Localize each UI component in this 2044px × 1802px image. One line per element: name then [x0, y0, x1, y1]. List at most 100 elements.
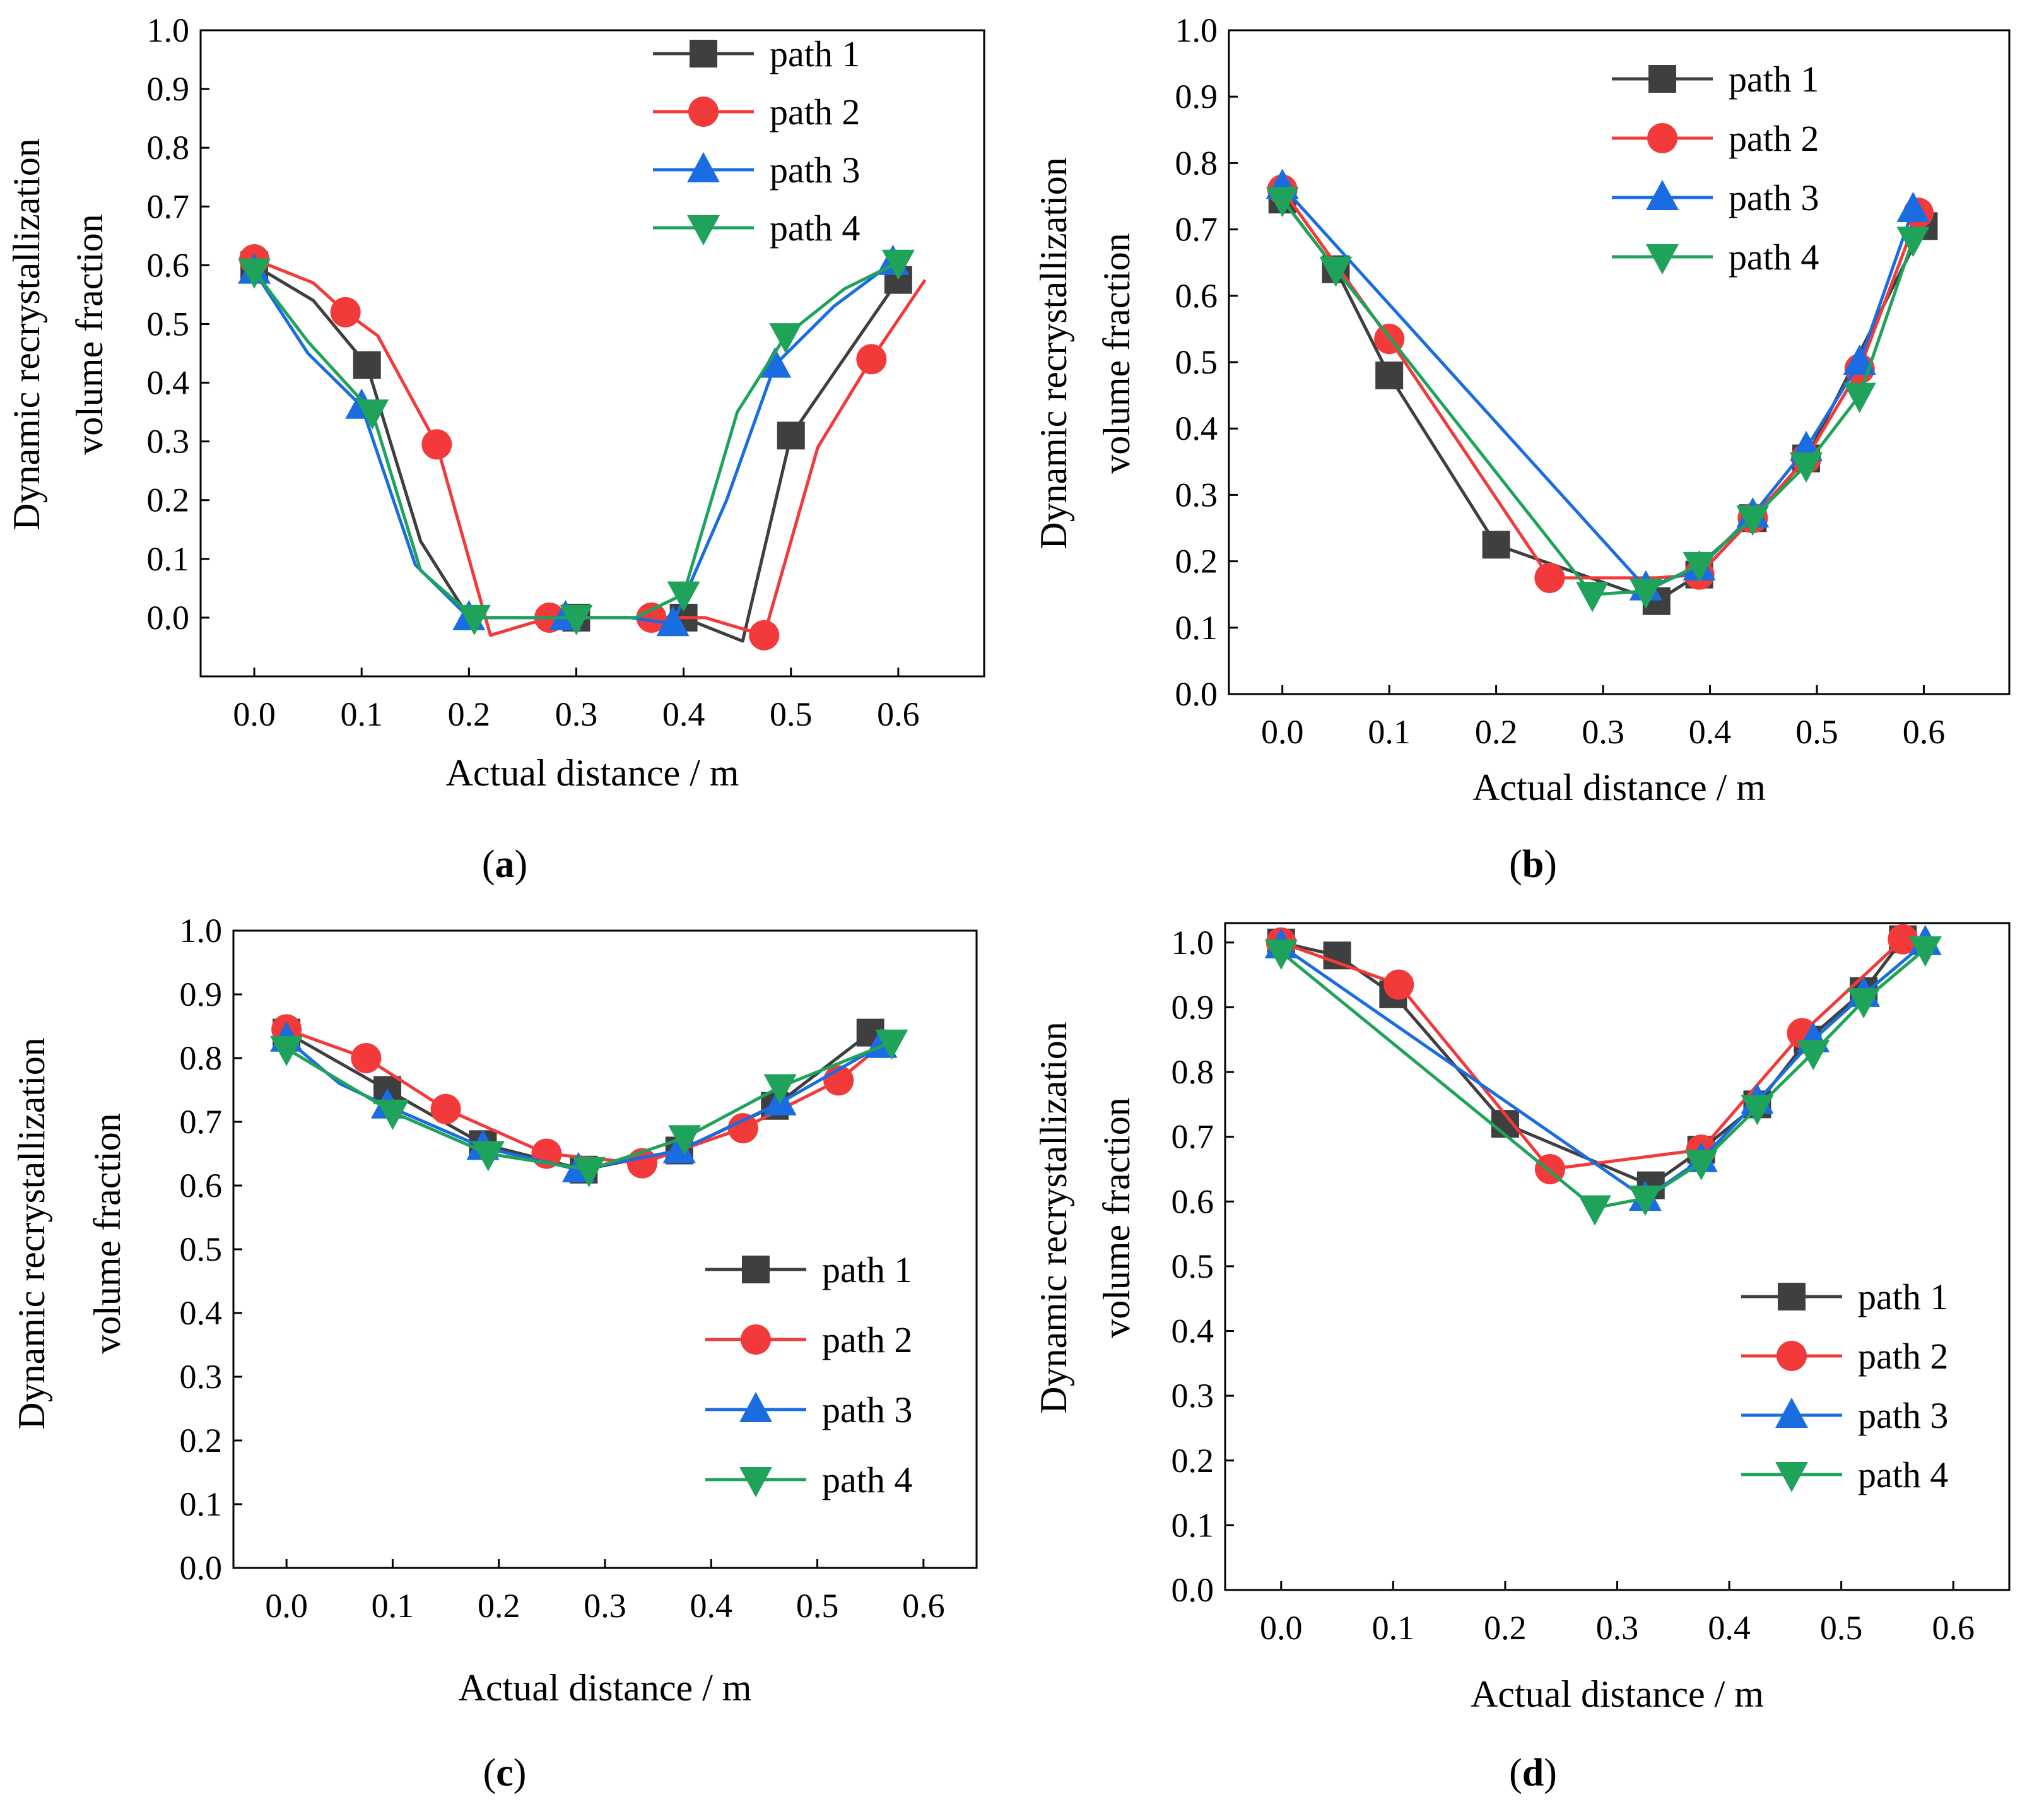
legend-marker — [687, 152, 720, 182]
data-point — [1896, 227, 1930, 257]
x-tick-label: 0.1 — [1372, 1609, 1415, 1647]
x-tick-label: 0.0 — [1261, 713, 1304, 751]
panel-b: 0.0 0.1 0.2 0.3 0.4 0.5 0.6 0.7 0.8 0.9 1.0 0.0 0.1 0… — [1033, 11, 2011, 886]
y-axis-label: Dynamic recrystallization — [6, 138, 47, 530]
legend-marker — [687, 215, 720, 245]
y-tick-label: 0.7 — [147, 187, 190, 225]
x-tick-label: 0.0 — [1260, 1609, 1303, 1647]
legend-label: path 4 — [770, 208, 860, 249]
y-axis-label: volume fraction — [69, 214, 110, 455]
data-point — [881, 249, 915, 280]
data-point — [667, 581, 700, 612]
series-line — [1280, 938, 1905, 1171]
panel-c: 0.0 0.1 0.2 0.3 0.4 0.5 0.6 0.7 0.8 0.9 1.0 0.0 0.1 0… — [11, 912, 978, 1794]
x-tick-label: 0.5 — [1820, 1609, 1863, 1647]
legend-label: path 3 — [822, 1389, 912, 1430]
legend-label: path 1 — [770, 33, 860, 74]
data-point — [572, 1157, 606, 1187]
data-point — [1629, 578, 1662, 609]
panel-a: 0.0 0.1 0.2 0.3 0.4 0.5 0.6 0.7 0.8 0.9 1.0 0.0 0.1 0… — [6, 11, 985, 886]
legend-marker — [1647, 123, 1677, 153]
y-tick-label: 0.8 — [1175, 144, 1218, 182]
y-tick-label: 0.9 — [1175, 78, 1218, 115]
y-tick-label: 0.7 — [1172, 1118, 1214, 1156]
y-tick-label: 0.4 — [180, 1294, 223, 1332]
legend: path 1 path 2 path 3 path 4 — [705, 1249, 912, 1500]
x-tick-label: 0.6 — [1903, 713, 1946, 751]
legend-marker — [1646, 244, 1679, 274]
data-point — [668, 1125, 702, 1156]
data-point — [656, 606, 690, 637]
legend-marker — [1646, 180, 1679, 210]
x-tick-label: 0.4 — [690, 1587, 733, 1625]
y-tick-label: 0.1 — [147, 540, 190, 578]
x-tick-label: 0.1 — [372, 1587, 414, 1625]
x-tick-label: 0.6 — [902, 1587, 945, 1625]
y-tick-label: 0.6 — [1175, 277, 1218, 315]
data-point — [1628, 1186, 1662, 1216]
x-tick-label: 0.0 — [233, 695, 276, 733]
y-tick-label: 0.5 — [1175, 343, 1218, 381]
panel-d: 0.0 0.1 0.2 0.3 0.4 0.5 0.6 0.7 0.8 0.9 1.0 0.0 0.1 0… — [1033, 922, 2011, 1794]
y-tick-label: 0.1 — [1175, 609, 1218, 647]
legend-marker — [690, 40, 717, 68]
series-path-1 — [1267, 925, 1917, 1199]
legend-label: path 2 — [1729, 118, 1819, 159]
y-tick-label: 1.0 — [180, 912, 223, 950]
series-line — [285, 1037, 882, 1172]
panel-caption: (d) — [1509, 1752, 1557, 1794]
y-axis-label: volume fraction — [86, 1113, 128, 1354]
x-tick-label: 0.4 — [1689, 713, 1732, 751]
data-point — [1375, 362, 1404, 390]
x-axis-label: Actual distance / m — [1471, 1673, 1764, 1715]
data-point — [749, 620, 780, 651]
y-tick-label: 0.5 — [147, 305, 190, 343]
y-tick-label: 0.2 — [180, 1422, 223, 1459]
y-tick-label: 0.6 — [1172, 1182, 1214, 1220]
panel-caption: (b) — [1509, 843, 1557, 886]
y-tick-label: 0.0 — [1172, 1571, 1214, 1609]
data-point — [1741, 1095, 1774, 1126]
y-tick-label: 0.9 — [180, 975, 223, 1013]
panel-caption: (c) — [483, 1752, 527, 1794]
y-tick-label: 0.5 — [180, 1230, 223, 1268]
x-tick-label: 0.6 — [1932, 1609, 1975, 1647]
x-tick-label: 0.5 — [796, 1587, 839, 1625]
data-point — [353, 351, 381, 379]
x-tick-label: 0.6 — [877, 695, 920, 733]
y-tick-label: 0.6 — [147, 246, 190, 284]
data-point — [560, 604, 593, 635]
legend-marker — [739, 1467, 772, 1497]
series-line — [1280, 941, 1927, 1200]
data-point — [1383, 969, 1414, 1000]
legend-marker — [1775, 1398, 1808, 1428]
legend-label: path 2 — [822, 1319, 912, 1360]
data-point — [457, 604, 491, 635]
y-tick-label: 0.4 — [1172, 1312, 1214, 1350]
y-tick-label: 0.1 — [180, 1485, 223, 1523]
y-tick-label: 1.0 — [1172, 924, 1214, 962]
legend-label: path 1 — [1729, 59, 1819, 100]
legend: path 1 path 2 path 3 path 4 — [1741, 1276, 1948, 1495]
x-axis-label: Actual distance / m — [1472, 767, 1766, 808]
series-path-3 — [1266, 168, 1930, 601]
legend-label: path 3 — [770, 150, 860, 191]
data-point — [1908, 936, 1942, 967]
y-tick-label: 0.7 — [180, 1103, 223, 1141]
x-tick-label: 0.1 — [1368, 713, 1411, 751]
legend-marker — [1778, 1283, 1806, 1310]
data-point — [1482, 531, 1510, 559]
data-point — [1266, 187, 1299, 218]
data-point — [763, 1074, 797, 1105]
y-tick-label: 1.0 — [147, 11, 190, 49]
y-tick-label: 0.0 — [147, 599, 190, 637]
x-tick-label: 0.4 — [662, 695, 705, 733]
y-tick-label: 0.8 — [1172, 1053, 1214, 1091]
data-point — [1684, 1150, 1718, 1181]
y-tick-label: 0.8 — [180, 1039, 223, 1077]
legend: path 1 path 2 path 3 path 4 — [653, 33, 860, 249]
data-point — [1578, 1195, 1611, 1226]
x-tick-label: 0.3 — [1596, 1609, 1639, 1647]
y-axis-label: Dynamic recrystallization — [1033, 1022, 1074, 1413]
y-tick-label: 0.4 — [1175, 409, 1218, 447]
